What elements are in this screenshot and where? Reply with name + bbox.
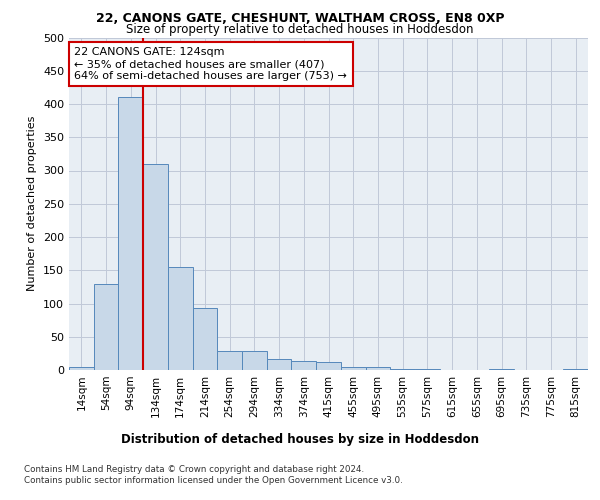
Bar [118,98,143,370]
Bar [69,366,94,370]
Bar [341,366,365,370]
Text: 22, CANONS GATE, CHESHUNT, WALTHAM CROSS, EN8 0XP: 22, CANONS GATE, CHESHUNT, WALTHAM CROSS… [96,12,504,26]
Bar [168,267,193,370]
Text: Size of property relative to detached houses in Hoddesdon: Size of property relative to detached ho… [126,22,474,36]
Bar [365,366,390,370]
Bar [217,352,242,370]
Text: Contains HM Land Registry data © Crown copyright and database right 2024.: Contains HM Land Registry data © Crown c… [24,465,364,474]
Bar [94,284,118,370]
Bar [390,368,415,370]
Text: Contains public sector information licensed under the Open Government Licence v3: Contains public sector information licen… [24,476,403,485]
Y-axis label: Number of detached properties: Number of detached properties [28,116,37,292]
Bar [193,308,217,370]
Bar [267,360,292,370]
Bar [143,164,168,370]
Bar [316,362,341,370]
Text: Distribution of detached houses by size in Hoddesdon: Distribution of detached houses by size … [121,432,479,446]
Bar [242,352,267,370]
Text: 22 CANONS GATE: 124sqm
← 35% of detached houses are smaller (407)
64% of semi-de: 22 CANONS GATE: 124sqm ← 35% of detached… [74,48,347,80]
Bar [292,362,316,370]
